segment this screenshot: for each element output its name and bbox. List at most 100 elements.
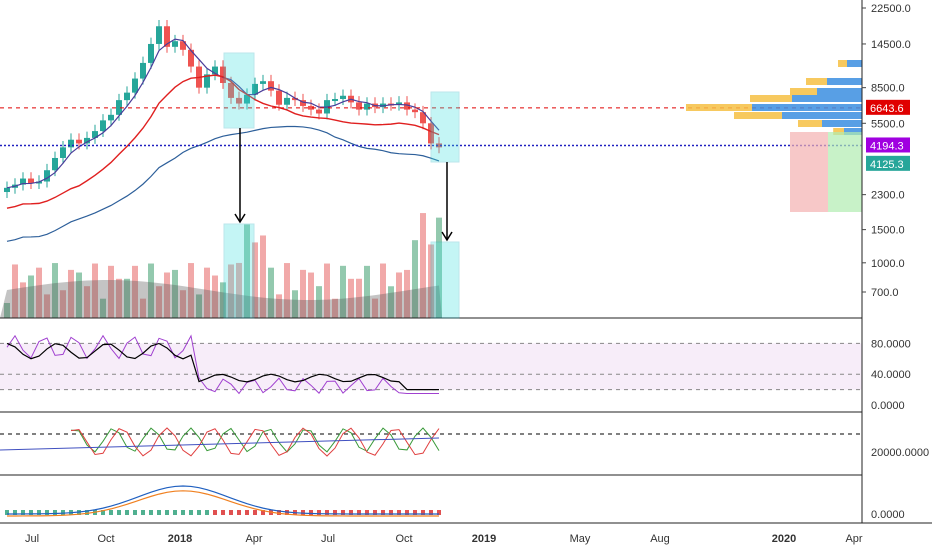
candle <box>76 139 82 144</box>
stoch-tick-label: 0.0000 <box>871 400 905 412</box>
time-tick-label: Jul <box>321 533 335 545</box>
macd-histogram-bar <box>133 510 137 515</box>
time-tick-label: 2018 <box>168 533 192 545</box>
price-tag-label: 4194.3 <box>870 140 904 152</box>
arrow-head <box>441 231 453 242</box>
volume-bar <box>276 294 282 318</box>
time-tick-label: Aug <box>650 533 670 545</box>
volume-profile-block <box>790 132 828 212</box>
stoch-tick-label: 80.0000 <box>871 338 911 350</box>
candle <box>420 112 426 124</box>
macd-histogram-bar <box>357 510 361 515</box>
candle <box>156 26 162 44</box>
price-tag: 4125.3 <box>866 155 910 171</box>
ma-long-line <box>6 125 440 242</box>
volume-profile-bar <box>686 104 752 111</box>
volume-bar <box>52 263 58 318</box>
candle <box>124 92 130 101</box>
volume-bar <box>172 269 178 318</box>
volume-profile-bar <box>847 60 862 67</box>
volume-bar <box>244 224 250 318</box>
volume-profile-bar <box>827 78 862 85</box>
macd-histogram-bar <box>229 510 233 515</box>
volume-bar <box>220 282 226 318</box>
macd-tick-label: 0.0000 <box>871 509 905 521</box>
volume-bar <box>356 278 362 318</box>
candle <box>28 178 34 184</box>
stoch-band <box>0 343 862 390</box>
macd-histogram-bar <box>173 510 177 515</box>
price-tag-box <box>866 99 910 115</box>
price-tick-label: 1000.0 <box>871 258 905 270</box>
macd-histogram-bar <box>325 510 329 515</box>
indicator2-red-line <box>70 427 440 457</box>
highlight-box <box>430 241 460 319</box>
price-tick-label: 22500.0 <box>871 3 911 15</box>
volume-profile-bar <box>752 104 862 111</box>
price-tick-label: 14500.0 <box>871 39 911 51</box>
macd-histogram-bar <box>437 510 441 515</box>
candle <box>292 97 298 101</box>
volume-bar <box>68 269 74 318</box>
candle <box>268 81 274 91</box>
volume-profile-block <box>828 132 862 212</box>
stoch-d-line <box>6 342 439 391</box>
volume-profile-bar <box>833 128 844 135</box>
volume-bar <box>36 267 42 318</box>
volume-bar <box>228 264 234 318</box>
price-tick-label: 8500.0 <box>871 83 905 95</box>
volume-bar <box>412 240 418 318</box>
macd-histogram-bar <box>349 510 353 515</box>
candle <box>108 114 114 121</box>
candle <box>60 147 66 158</box>
candle <box>100 120 106 132</box>
macd-histogram-bar <box>53 510 57 515</box>
candle <box>44 170 50 182</box>
candle <box>340 95 346 100</box>
stoch-k-line <box>6 334 439 395</box>
macd-histogram-bar <box>205 510 209 515</box>
candle <box>36 181 42 184</box>
macd-histogram-bar <box>213 510 217 515</box>
macd-histogram-bar <box>61 510 65 515</box>
candle <box>92 131 98 138</box>
candle <box>68 139 74 148</box>
price-tick-label: 2300.0 <box>871 190 905 202</box>
arrow-head <box>234 213 246 224</box>
volume-bar <box>324 263 330 318</box>
volume-bar <box>420 213 426 318</box>
volume-profile-bar <box>844 128 862 135</box>
candle <box>116 100 122 115</box>
volume-bar <box>348 278 354 318</box>
volume-bar <box>212 275 218 318</box>
macd-histogram-bar <box>45 510 49 515</box>
candle <box>300 100 306 106</box>
macd-histogram-bar <box>405 510 409 515</box>
volume-bar <box>204 267 210 318</box>
volume-bar <box>236 262 242 318</box>
macd-histogram-bar <box>341 510 345 515</box>
macd-histogram-bar <box>301 510 305 515</box>
time-tick-label: 2020 <box>772 533 796 545</box>
time-tick-label: Jul <box>25 533 39 545</box>
candle <box>204 74 210 88</box>
volume-bar <box>164 272 170 318</box>
volume-bar <box>116 278 122 318</box>
volume-bar <box>132 265 138 318</box>
volume-profile-bar <box>750 95 792 102</box>
candle <box>188 49 194 67</box>
volume-bar <box>44 294 50 318</box>
macd-histogram-bar <box>157 510 161 515</box>
candle <box>132 78 138 93</box>
price-tick-label: 700.0 <box>871 287 899 299</box>
macd-histogram-bar <box>181 510 185 515</box>
highlight-box <box>223 223 255 319</box>
volume-bar <box>4 303 10 318</box>
stoch-rsi-pane <box>0 334 862 395</box>
volume-bar <box>124 278 130 318</box>
candle <box>396 102 402 105</box>
candle <box>20 178 26 185</box>
candle <box>148 43 154 63</box>
macd-histogram-bar <box>373 510 377 515</box>
